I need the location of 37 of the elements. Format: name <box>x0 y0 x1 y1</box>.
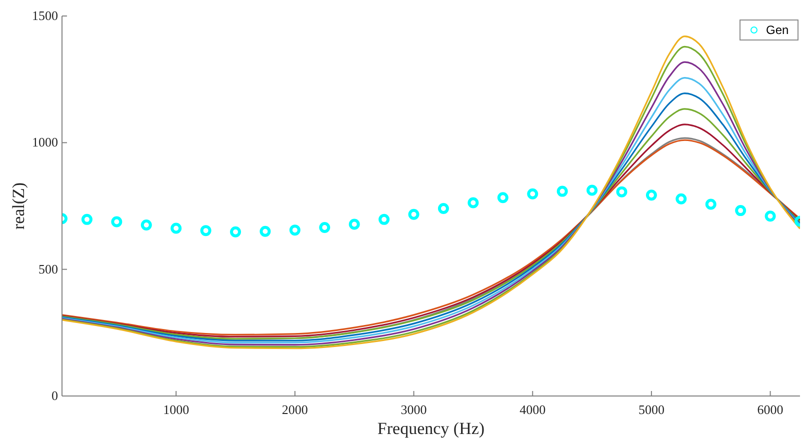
point <box>170 222 182 234</box>
point <box>556 186 568 197</box>
point <box>646 190 657 201</box>
point <box>497 192 508 204</box>
point <box>705 198 716 210</box>
point <box>764 210 776 222</box>
point <box>408 208 420 220</box>
x-axis-title: Frequency (Hz) <box>377 419 485 438</box>
point <box>378 214 390 225</box>
y-axis-title: real(Z) <box>9 182 28 230</box>
point <box>81 214 92 225</box>
legend-label: Gen <box>766 23 789 37</box>
x-tick-label: 5000 <box>638 402 664 417</box>
point <box>438 203 449 214</box>
point <box>289 224 300 236</box>
y-tick-label: 1500 <box>32 8 58 23</box>
point <box>230 226 242 238</box>
point <box>527 188 538 200</box>
point <box>348 218 360 230</box>
point <box>111 216 122 228</box>
point <box>676 193 687 204</box>
y-tick-label: 1000 <box>32 134 58 150</box>
x-tick-label: 1000 <box>163 402 190 417</box>
point <box>468 197 479 208</box>
x-tick-label: 3000 <box>400 402 427 417</box>
point <box>140 220 152 230</box>
point <box>735 205 746 216</box>
point <box>586 184 598 196</box>
point <box>260 226 271 237</box>
point <box>616 186 628 198</box>
x-tick-label: 6000 <box>757 402 784 417</box>
y-tick-label: 0 <box>52 388 58 403</box>
point <box>319 222 330 234</box>
point <box>200 225 212 236</box>
x-tick-label: 2000 <box>282 402 308 417</box>
x-tick-label: 4000 <box>520 402 546 417</box>
y-tick-label: 500 <box>38 261 58 276</box>
